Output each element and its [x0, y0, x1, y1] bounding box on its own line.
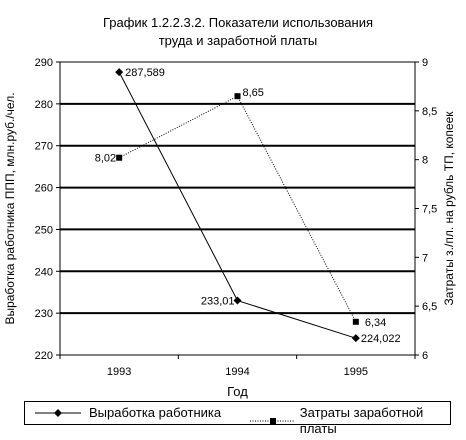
legend-item-vyrabotka: Выработка работника — [33, 405, 221, 421]
y-left-tick-label: 230 — [35, 308, 53, 320]
y-right-tick-label: 6,5 — [422, 301, 437, 313]
y-left-tick-label: 280 — [35, 99, 53, 111]
y-right-axis-title: Затраты з./пл. на рубль ТП, копеек — [442, 111, 456, 306]
series-0-point — [233, 296, 242, 305]
legend-item-zatraty: Затраты заработной платы — [248, 405, 450, 437]
y-left-tick-label: 290 — [35, 57, 53, 69]
y-right-tick-label: 8 — [422, 155, 428, 167]
series-0-data-label: 224,022 — [361, 333, 401, 345]
legend: Выработка работника Затраты заработной п… — [24, 401, 451, 436]
legend-line-solid-diamond-icon — [35, 409, 81, 417]
y-left-axis-title: Выработка работника ППП, млн.руб./чел. — [3, 92, 17, 324]
legend-label-vyrabotka: Выработка работника — [89, 405, 222, 420]
series-1-data-label: 6,34 — [365, 317, 386, 329]
x-axis-title: Год — [227, 384, 248, 399]
series-0-data-label: 233,01 — [201, 296, 235, 308]
chart-title: График 1.2.2.3.2. Показатели использован… — [102, 15, 374, 30]
series-1-point — [352, 318, 359, 325]
legend-label-zatraty: Затраты заработной платы — [299, 405, 424, 436]
y-left-tick-label: 270 — [35, 141, 53, 153]
x-tick-label: 1995 — [344, 366, 368, 378]
chart-subtitle: труда и заработной платы — [158, 33, 318, 48]
x-tick-label: 1993 — [107, 366, 131, 378]
series-1-point — [234, 93, 241, 100]
y-right-tick-label: 7 — [422, 252, 428, 264]
y-left-tick-label: 260 — [35, 183, 53, 195]
series-0-data-label: 287,589 — [125, 67, 165, 79]
y-right-tick-label: 9 — [422, 57, 428, 69]
series-1-data-label: 8,65 — [243, 87, 264, 99]
series-1-point — [116, 154, 123, 161]
series-0-point — [115, 68, 124, 77]
y-left-tick-label: 220 — [35, 350, 53, 362]
y-left-tick-label: 240 — [35, 266, 53, 278]
y-right-tick-label: 6 — [422, 350, 428, 362]
y-left-tick-label: 250 — [35, 224, 53, 236]
legend-line-dotted-square-icon — [250, 418, 294, 424]
series-1-data-label: 8,02 — [95, 153, 116, 165]
series-0-point — [351, 334, 360, 343]
y-right-tick-label: 8,5 — [422, 106, 437, 118]
plot-area — [59, 61, 416, 356]
y-right-tick-label: 7,5 — [422, 204, 437, 216]
x-tick-label: 1994 — [225, 366, 249, 378]
